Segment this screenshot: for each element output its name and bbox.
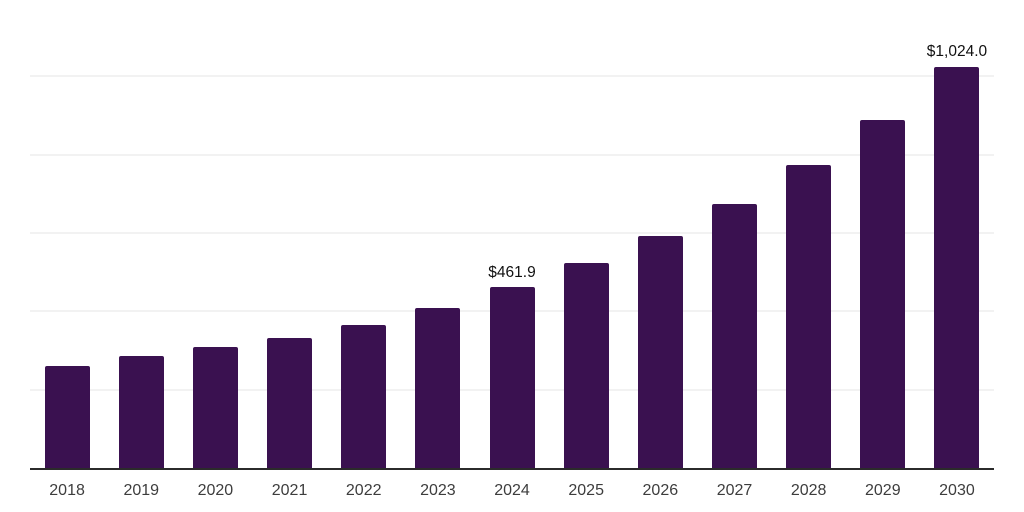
gridline-800 bbox=[30, 153, 994, 156]
x-tick-2021: 2021 bbox=[271, 482, 308, 499]
bar-2023 bbox=[415, 307, 461, 468]
bar-cell-2028 bbox=[772, 0, 846, 468]
x-tick-2026: 2026 bbox=[642, 482, 679, 499]
bar-2019 bbox=[118, 355, 164, 468]
x-tick-2019: 2019 bbox=[123, 482, 160, 499]
bar-cell-2019 bbox=[104, 0, 178, 468]
bar-2018 bbox=[44, 365, 90, 468]
x-tick-2020: 2020 bbox=[197, 482, 234, 499]
bar-2025 bbox=[563, 263, 609, 468]
x-tick-2022: 2022 bbox=[345, 482, 382, 499]
bar-cell-2024: $461.9 bbox=[475, 0, 549, 468]
bar-cell-2030: $1,024.0 bbox=[920, 0, 994, 468]
gridline-600 bbox=[30, 232, 994, 234]
x-tick-2025: 2025 bbox=[568, 482, 604, 499]
bar-value-label-2024: $461.9 bbox=[488, 263, 536, 281]
x-tick-2028: 2028 bbox=[790, 482, 827, 499]
bar-2022 bbox=[341, 324, 387, 468]
bar-cell-2027 bbox=[697, 0, 771, 468]
x-tick-2024: 2024 bbox=[494, 482, 530, 499]
x-tick-2030: 2030 bbox=[939, 482, 975, 499]
x-tick-2023: 2023 bbox=[420, 482, 456, 499]
bar-cell-2022 bbox=[327, 0, 401, 468]
bars: $461.9 $1,024.0 bbox=[30, 0, 994, 468]
bar-2027 bbox=[711, 203, 757, 468]
bar-cell-2025 bbox=[549, 0, 623, 468]
plot-area: $461.9 $1,024.0 bbox=[30, 0, 994, 470]
bar-cell-2018 bbox=[30, 0, 104, 468]
bar-2021 bbox=[267, 337, 313, 468]
x-axis: 2018 2019 2020 2021 2022 2023 2024 2025 2026 2027… bbox=[30, 472, 994, 499]
bar-value-label-2030: $1,024.0 bbox=[926, 43, 988, 61]
bar-cell-2021 bbox=[252, 0, 326, 468]
bar-cell-2026 bbox=[623, 0, 697, 468]
bar-cell-2023 bbox=[401, 0, 475, 468]
x-tick-2018: 2018 bbox=[49, 482, 85, 499]
bar-2030 bbox=[934, 66, 980, 468]
gridline-1000 bbox=[30, 75, 994, 78]
x-tick-2029: 2029 bbox=[865, 482, 901, 499]
bar-2028 bbox=[786, 165, 832, 468]
bar-2020 bbox=[192, 347, 238, 468]
bar-cell-2020 bbox=[178, 0, 252, 468]
x-tick-2027: 2027 bbox=[716, 482, 753, 499]
bar-cell-2029 bbox=[846, 0, 920, 468]
bar-2024 bbox=[489, 287, 535, 468]
bar-2029 bbox=[860, 120, 906, 468]
bar-2026 bbox=[637, 235, 683, 468]
